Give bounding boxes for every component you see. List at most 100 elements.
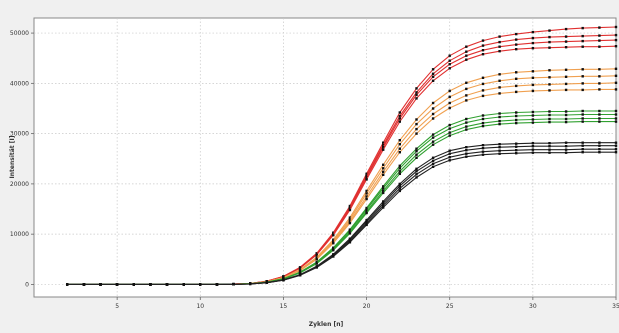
data-point — [465, 121, 467, 123]
data-point — [449, 150, 451, 152]
data-point — [149, 283, 151, 285]
data-point — [432, 136, 434, 138]
data-point — [515, 122, 517, 124]
data-point — [598, 68, 600, 70]
data-point — [449, 96, 451, 98]
data-point — [548, 149, 550, 151]
data-point — [482, 77, 484, 79]
data-point — [432, 73, 434, 75]
data-point — [615, 110, 617, 112]
data-point — [415, 173, 417, 175]
data-point — [465, 59, 467, 61]
data-point — [432, 76, 434, 78]
data-point — [482, 49, 484, 51]
data-point — [582, 75, 584, 77]
data-point — [465, 94, 467, 96]
data-point — [382, 192, 384, 194]
data-point — [382, 174, 384, 176]
x-tick-label: 30 — [529, 303, 537, 310]
data-point — [565, 89, 567, 91]
data-point — [598, 34, 600, 36]
data-point — [449, 124, 451, 126]
data-point — [299, 274, 301, 276]
y-tick-label: 20000 — [10, 181, 29, 188]
data-point — [365, 224, 367, 226]
data-point — [432, 80, 434, 82]
data-point — [598, 110, 600, 112]
y-tick-label: 50000 — [10, 30, 29, 37]
data-point — [482, 147, 484, 149]
data-point — [548, 145, 550, 147]
x-tick-label: 10 — [196, 303, 204, 310]
data-point — [582, 35, 584, 37]
data-point — [449, 131, 451, 133]
data-point — [482, 122, 484, 124]
data-point — [415, 123, 417, 125]
data-point — [532, 149, 534, 151]
data-point — [498, 92, 500, 94]
data-point — [432, 160, 434, 162]
data-point — [498, 123, 500, 125]
x-axis-title: Zyklen [n] — [309, 321, 344, 328]
data-point — [332, 255, 334, 257]
data-point — [498, 73, 500, 75]
data-point — [432, 157, 434, 159]
data-point — [399, 117, 401, 119]
x-tick-label: 5 — [115, 303, 119, 310]
data-point — [582, 117, 584, 119]
data-point — [316, 262, 318, 264]
data-point — [515, 43, 517, 45]
y-tick-label: 10000 — [10, 231, 29, 238]
data-point — [166, 283, 168, 285]
data-point — [482, 154, 484, 156]
data-point — [498, 120, 500, 122]
data-point — [449, 107, 451, 109]
data-point — [548, 36, 550, 38]
data-point — [615, 82, 617, 84]
data-point — [615, 88, 617, 90]
data-point — [532, 37, 534, 39]
data-point — [598, 82, 600, 84]
data-point — [565, 145, 567, 147]
data-point — [582, 145, 584, 147]
data-point — [548, 121, 550, 123]
data-point — [399, 148, 401, 150]
data-point — [548, 76, 550, 78]
data-point — [465, 118, 467, 120]
x-tick-label: 35 — [612, 303, 619, 310]
data-point — [515, 149, 517, 151]
data-point — [449, 90, 451, 92]
data-point — [515, 146, 517, 148]
data-point — [515, 71, 517, 73]
data-point — [498, 153, 500, 155]
data-point — [482, 125, 484, 127]
data-point — [548, 142, 550, 144]
data-point — [565, 83, 567, 85]
data-point — [548, 152, 550, 154]
data-point — [615, 117, 617, 119]
data-point — [615, 151, 617, 153]
data-point — [449, 127, 451, 129]
data-point — [598, 117, 600, 119]
data-point — [382, 206, 384, 208]
data-point — [465, 82, 467, 84]
data-point — [548, 41, 550, 43]
data-point — [598, 88, 600, 90]
data-point — [399, 139, 401, 141]
data-point — [399, 170, 401, 172]
data-point — [615, 145, 617, 147]
data-point — [498, 50, 500, 52]
data-point — [266, 282, 268, 284]
data-point — [515, 119, 517, 121]
data-point — [565, 149, 567, 151]
data-point — [365, 198, 367, 200]
data-point — [482, 44, 484, 46]
data-point — [532, 121, 534, 123]
data-point — [565, 152, 567, 154]
data-point — [399, 187, 401, 189]
data-point — [548, 89, 550, 91]
data-point — [565, 76, 567, 78]
data-point — [515, 78, 517, 80]
data-point — [415, 176, 417, 178]
